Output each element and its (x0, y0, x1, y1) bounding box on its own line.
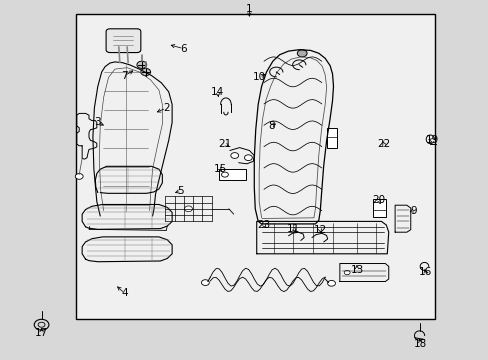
Text: 13: 13 (349, 265, 363, 275)
Text: 12: 12 (313, 225, 326, 235)
Text: 18: 18 (413, 339, 427, 349)
Text: 10: 10 (252, 72, 265, 82)
Circle shape (141, 68, 150, 76)
Circle shape (230, 153, 238, 158)
Text: 1: 1 (245, 4, 252, 14)
Text: 3: 3 (94, 117, 101, 127)
Text: 17: 17 (35, 328, 48, 338)
Text: 23: 23 (257, 220, 270, 230)
Circle shape (297, 50, 306, 57)
Text: 15: 15 (213, 164, 226, 174)
Bar (76, 14, 434, 319)
Text: 16: 16 (418, 267, 431, 277)
Text: 21: 21 (218, 139, 231, 149)
Circle shape (137, 61, 146, 68)
Circle shape (327, 280, 335, 286)
Bar (326, 128, 337, 148)
Text: 11: 11 (286, 224, 300, 234)
Text: 5: 5 (177, 186, 184, 196)
Text: 2: 2 (163, 103, 169, 113)
Text: 6: 6 (180, 44, 186, 54)
Text: 14: 14 (210, 87, 224, 97)
Circle shape (344, 270, 349, 275)
Text: 19: 19 (425, 135, 439, 145)
Text: 22: 22 (376, 139, 390, 149)
Circle shape (201, 280, 209, 285)
Circle shape (221, 172, 228, 177)
Circle shape (184, 206, 192, 212)
Circle shape (34, 319, 49, 330)
Text: 4: 4 (121, 288, 128, 298)
Text: 8: 8 (267, 121, 274, 131)
Bar (372, 199, 386, 217)
Text: 20: 20 (372, 195, 385, 205)
Circle shape (244, 155, 252, 161)
FancyBboxPatch shape (106, 29, 141, 53)
Text: 7: 7 (121, 71, 128, 81)
Bar (219, 169, 245, 180)
Circle shape (75, 174, 83, 179)
Text: 9: 9 (409, 206, 416, 216)
Circle shape (38, 322, 45, 327)
